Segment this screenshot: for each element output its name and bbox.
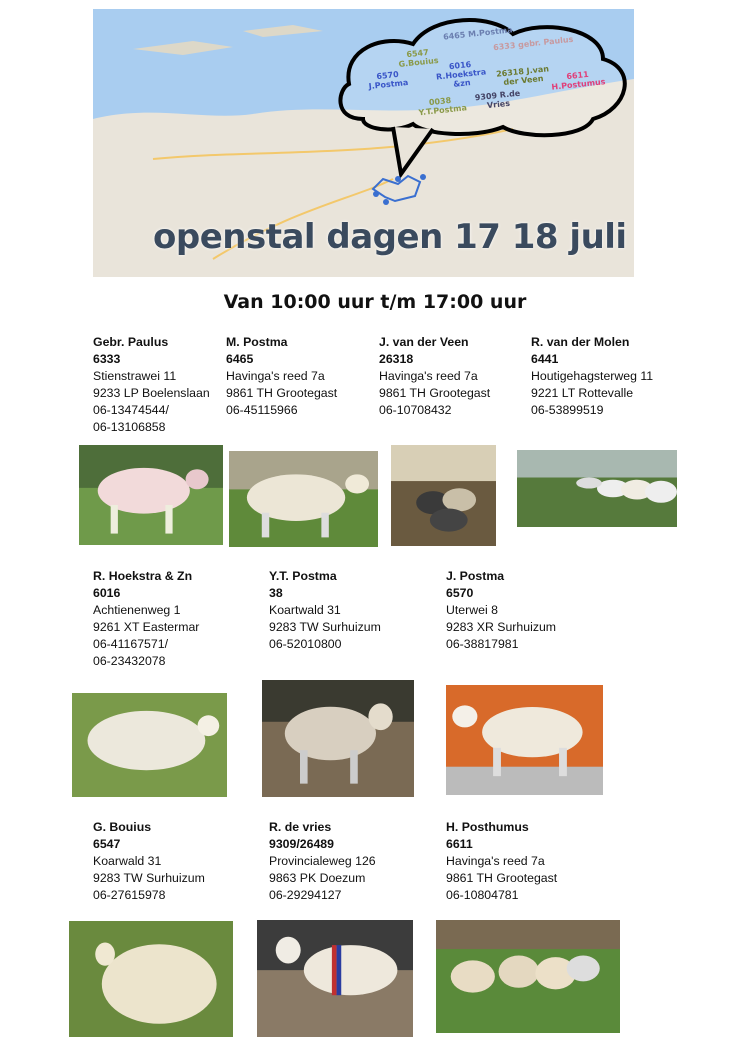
address-line: Koarwald 31	[93, 854, 162, 868]
sheep-photo	[69, 921, 233, 1037]
breeder-name: H. Posthumus	[446, 820, 529, 834]
phone: 06-53899519	[531, 403, 604, 417]
breeder-number: 38	[269, 586, 283, 600]
address-line: 9861 TH Grootegast	[446, 871, 558, 885]
address-line: 9861 TH Grootegast	[226, 386, 338, 400]
breeder-number: 9309/26489	[269, 837, 334, 851]
breeder-card: Gebr. Paulus 6333 Stienstrawei 11 9233 LP B…	[93, 334, 210, 436]
breeder-name: Gebr. Paulus	[93, 335, 169, 349]
address-line: 9261 XT Eastermar	[93, 620, 200, 634]
phone: 06-10708432	[379, 403, 452, 417]
phone: 06-41167571/	[93, 637, 168, 651]
breeder-card: J. Postma 6570 Uterwei 8 9283 XR Surhuizum 0…	[446, 568, 556, 653]
breeder-name: R. Hoekstra & Zn	[93, 569, 193, 583]
phone: 06-38817981	[446, 637, 519, 651]
address-line: 9283 TW Surhuizum	[93, 871, 205, 885]
sheep-photo	[517, 450, 677, 527]
breeder-number: 6016	[93, 586, 121, 600]
breeder-number: 26318	[379, 352, 414, 366]
sheep-photo	[72, 693, 227, 797]
address-line: 9233 LP Boelenslaan	[93, 386, 210, 400]
sheep-photo	[79, 445, 223, 545]
sheep-photo	[436, 920, 620, 1033]
address-line: Havinga's reed 7a	[446, 854, 545, 868]
address-line: Provincialeweg 126	[269, 854, 376, 868]
address-line: Koartwald 31	[269, 603, 341, 617]
sheep-photo	[391, 445, 496, 546]
address-line: Havinga's reed 7a	[379, 369, 478, 383]
phone: 06-13106858	[93, 420, 166, 434]
phone: 06-52010800	[269, 637, 342, 651]
breeder-card: G. Bouius 6547 Koarwald 31 9283 TW Surhuizu…	[93, 819, 205, 904]
phone: 06-23432078	[93, 654, 166, 668]
breeder-name: R. de vries	[269, 820, 332, 834]
sheep-photo	[229, 451, 378, 547]
breeder-card: J. van der Veen 26318 Havinga's reed 7a 986…	[379, 334, 490, 419]
address-line: Havinga's reed 7a	[226, 369, 325, 383]
breeder-name: M. Postma	[226, 335, 288, 349]
opening-hours: Van 10:00 uur t/m 17:00 uur	[223, 291, 527, 313]
address-line: 9283 XR Surhuizum	[446, 620, 557, 634]
breeder-number: 6465	[226, 352, 254, 366]
address-line: 9221 LT Rottevalle	[531, 386, 634, 400]
phone: 06-29294127	[269, 888, 342, 902]
sheep-photo	[262, 680, 414, 797]
sheep-photo	[257, 920, 413, 1037]
breeder-card: R. de vries 9309/26489 Provincialeweg 126 9…	[269, 819, 376, 904]
address-line: Houtigehagsterweg 11	[531, 369, 654, 383]
sheep-photo	[446, 685, 603, 795]
address-line: Achtienenweg 1	[93, 603, 181, 617]
breeder-name: J. van der Veen	[379, 335, 469, 349]
breeder-number: 6333	[93, 352, 121, 366]
address-line: 9863 PK Doezum	[269, 871, 366, 885]
breeder-number: 6547	[93, 837, 121, 851]
map-graphic	[93, 9, 634, 260]
breeder-card: R. van der Molen 6441 Houtigehagsterweg 11…	[531, 334, 653, 419]
address-line: Stienstrawei 11	[93, 369, 177, 383]
breeder-name: Y.T. Postma	[269, 569, 337, 583]
breeder-name: J. Postma	[446, 569, 505, 583]
map-label: 6016 R.Hoekstra &zn	[435, 59, 487, 89]
address-line: Uterwei 8	[446, 603, 498, 617]
address-line: 9283 TW Surhuizum	[269, 620, 381, 634]
breeder-card: Y.T. Postma 38 Koartwald 31 9283 TW Surhuiz…	[269, 568, 381, 653]
breeder-card: H. Posthumus 6611 Havinga's reed 7a 9861 TH…	[446, 819, 557, 904]
event-title: openstal dagen 17 18 juli	[153, 217, 627, 257]
address-line: 9861 TH Grootegast	[379, 386, 491, 400]
breeder-card: R. Hoekstra & Zn 6016 Achtienenweg 1 9261 X…	[93, 568, 199, 670]
breeder-card: M. Postma 6465 Havinga's reed 7a 9861 TH Gr…	[226, 334, 337, 419]
map-image: 6465 M.Postma 6333 gebr. Paulus 6547 G.B…	[93, 9, 634, 277]
phone: 06-10804781	[446, 888, 519, 902]
breeder-name: G. Bouius	[93, 820, 152, 834]
phone: 06-13474544/	[93, 403, 169, 417]
breeder-number: 6570	[446, 586, 474, 600]
breeder-number: 6611	[446, 837, 473, 851]
phone: 06-45115966	[226, 403, 298, 417]
breeder-number: 6441	[531, 352, 559, 366]
phone: 06-27615978	[93, 888, 166, 902]
breeder-name: R. van der Molen	[531, 335, 630, 349]
